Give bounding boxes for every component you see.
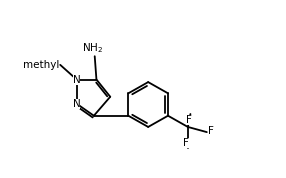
Text: NH$_2$: NH$_2$ — [82, 41, 104, 54]
Text: methyl: methyl — [23, 60, 59, 70]
Text: F: F — [183, 138, 189, 148]
Text: F: F — [208, 126, 214, 136]
Text: N: N — [73, 99, 80, 109]
Text: F: F — [186, 115, 192, 125]
Text: N: N — [73, 75, 80, 85]
